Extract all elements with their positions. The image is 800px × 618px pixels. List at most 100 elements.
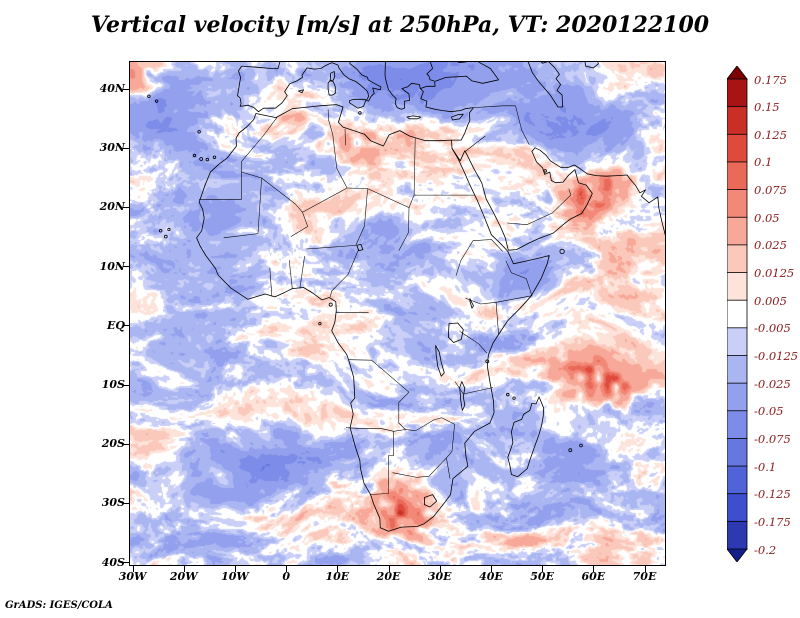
grads-credit: GrADS: IGES/COLA	[5, 600, 113, 611]
x-tick-mark	[644, 566, 646, 572]
colorbar-band	[727, 244, 748, 274]
border-path	[459, 331, 488, 354]
border-path	[419, 62, 499, 113]
colorbar-band	[727, 438, 748, 467]
island-outline	[159, 228, 163, 233]
border-path	[451, 148, 466, 162]
coastline-borders-overlay	[147, 62, 665, 532]
colorbar-label: 0.075	[754, 183, 787, 198]
border-path	[515, 105, 530, 145]
chart-title: Vertical velocity [m/s] at 250hPa, VT: 2…	[90, 12, 710, 38]
x-tick-mark	[542, 566, 544, 572]
y-tick-label: 10S	[101, 378, 125, 391]
colorbar-band	[727, 355, 748, 384]
y-tick-label: 20N	[99, 200, 125, 214]
border-path	[552, 188, 572, 214]
colorbar-band	[727, 272, 748, 301]
border-path	[347, 187, 415, 208]
x-tick-label: 50E	[530, 570, 554, 583]
coastline-path	[507, 396, 545, 478]
x-tick-mark	[132, 566, 134, 572]
border-path	[329, 248, 360, 297]
island-outline	[192, 153, 197, 158]
coastline-path	[349, 98, 367, 109]
border-path	[464, 147, 665, 251]
colorbar: 0.175 0.15 0.125 0.1 0.075 0.05 0.025 0.0125 0.0…	[727, 66, 800, 562]
island-outline	[485, 359, 490, 364]
y-tick-label: 10N	[99, 259, 125, 273]
y-tick-mark	[123, 88, 129, 90]
coastline-path	[459, 381, 466, 411]
island-outline	[358, 111, 362, 115]
colorbar-label: -0.05	[754, 404, 784, 419]
x-tick-mark	[439, 566, 441, 572]
border-path	[237, 62, 382, 113]
border-path	[472, 239, 503, 252]
island-outline	[568, 448, 573, 453]
x-tick-label: 60E	[581, 570, 606, 583]
x-tick-label: 70E	[632, 570, 657, 583]
coastline-path	[329, 71, 336, 81]
border-path	[241, 117, 278, 162]
coastline-path	[196, 104, 550, 532]
velocity-field-canvas	[130, 62, 665, 565]
island-outline	[167, 227, 171, 232]
y-tick-mark	[123, 443, 129, 445]
colorbar-band	[727, 133, 748, 163]
colorbar-band	[727, 216, 748, 246]
y-tick-mark	[123, 206, 129, 208]
map-plot-area	[129, 61, 666, 566]
colorbar-band	[727, 189, 748, 219]
colorbar-band	[727, 299, 748, 329]
island-outline	[506, 392, 510, 397]
border-path	[441, 417, 455, 459]
y-tick-label: 40N	[99, 82, 125, 96]
island-outline	[212, 155, 217, 159]
coastline-path	[298, 89, 304, 94]
x-tick-label: 10W	[221, 570, 249, 583]
colorbar-label: 0.0125	[754, 266, 795, 281]
border-path	[446, 457, 451, 479]
border-path	[370, 431, 394, 495]
border-path	[302, 187, 348, 213]
island-outline	[543, 169, 547, 173]
colorbar-label: -0.005	[754, 321, 791, 336]
x-tick-label: 10E	[325, 570, 350, 583]
coastline-path	[451, 113, 464, 121]
colorbar-label: -0.1	[754, 459, 777, 474]
island-outline	[328, 302, 333, 307]
border-path	[507, 212, 553, 225]
colorbar-band	[727, 410, 748, 440]
border-path	[398, 392, 410, 430]
border-path	[344, 128, 346, 146]
border-path	[454, 381, 494, 395]
x-tick-mark	[234, 566, 236, 572]
island-outline	[318, 321, 322, 326]
colorbar-label: 0.05	[754, 210, 780, 225]
y-tick-mark	[123, 502, 129, 504]
colorbar-label: 0.125	[754, 127, 787, 142]
y-tick-mark	[123, 147, 129, 149]
border-path	[299, 256, 305, 288]
border-path	[306, 245, 356, 250]
y-tick-mark	[123, 266, 129, 268]
border-path	[426, 62, 435, 82]
border-path	[473, 105, 516, 108]
x-tick-label: 30E	[427, 570, 452, 583]
colorbar-label: -0.175	[754, 514, 791, 529]
colorbar-band	[727, 161, 748, 191]
border-path	[465, 135, 486, 152]
colorbar-label: 0.025	[754, 238, 787, 253]
y-tick-label: 30S	[101, 496, 125, 510]
colorbar-label: -0.075	[754, 431, 791, 446]
border-path	[241, 62, 281, 69]
colorbar-label: 0.1	[754, 155, 773, 170]
coastline-path	[435, 345, 445, 377]
border-path	[495, 302, 499, 335]
colorbar-label: -0.0125	[754, 348, 799, 363]
border-path	[348, 359, 410, 393]
y-tick-label: EQ	[107, 318, 125, 332]
border-path	[288, 260, 293, 289]
border-path	[584, 62, 599, 69]
colorbar-band	[727, 520, 748, 550]
